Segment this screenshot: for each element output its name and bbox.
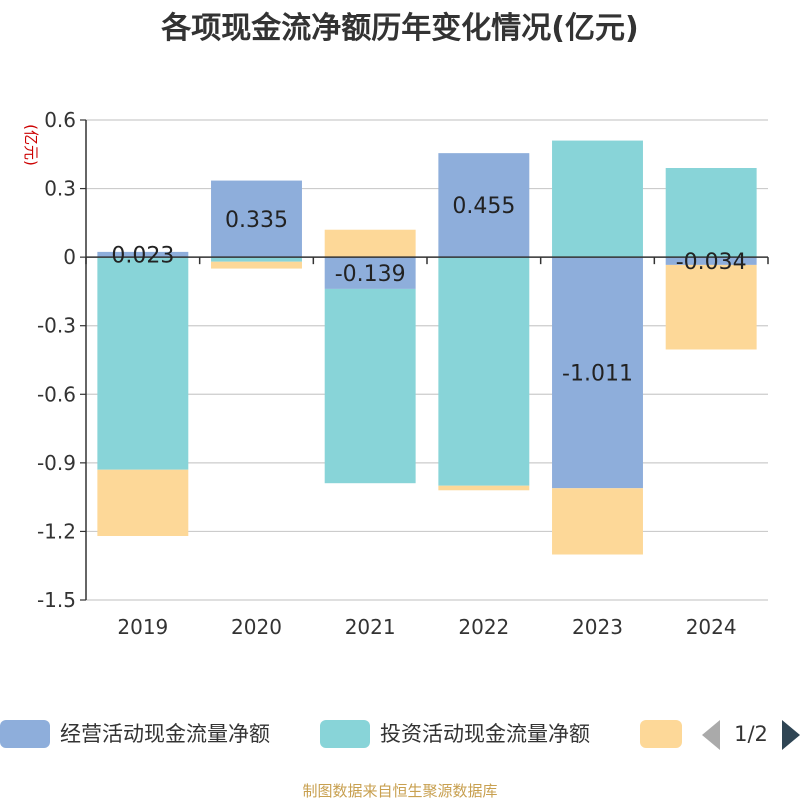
- data-labels: 0.023 0.335 -0.139 0.455 -1.011 -0.034: [111, 194, 746, 387]
- legend-label-0[interactable]: 经营活动现金流量净额: [60, 722, 270, 746]
- legend-swatch-0[interactable]: [0, 720, 50, 748]
- source-note: 制图数据来自恒生聚源数据库: [302, 782, 497, 800]
- bar-2020-series-0: [211, 180, 302, 258]
- bar-2021-series-2: [324, 229, 416, 258]
- legend-swatch-2[interactable]: [640, 720, 682, 748]
- bar-2019-series-1: [97, 257, 189, 470]
- data-label-2021: -0.139: [335, 262, 406, 287]
- y-tick-label: -1.5: [37, 588, 76, 612]
- legend-next-page-icon[interactable]: [782, 720, 800, 750]
- x-tick-label-2023: 2023: [572, 615, 623, 639]
- bar-2021-series-0: [324, 257, 416, 289]
- y-tick-label: -0.3: [37, 314, 76, 338]
- bar-2024-series-2: [665, 264, 757, 350]
- bar-2022-series-2: [438, 485, 530, 491]
- data-label-2019: 0.023: [111, 244, 174, 269]
- y-tick-label: 0.6: [44, 108, 76, 132]
- x-tick-label-2022: 2022: [458, 615, 509, 639]
- y-tick-label: 0.3: [44, 177, 76, 201]
- bar-2019-series-2: [97, 469, 189, 536]
- bar-2024-series-1: [665, 168, 757, 258]
- bar-series: [97, 140, 757, 555]
- data-label-2023: -1.011: [562, 362, 633, 387]
- x-tick-label-2019: 2019: [117, 615, 168, 639]
- y-axis-unit-label: (亿元): [22, 124, 40, 166]
- y-axis-ticks: 0.6 0.3 0 -0.3 -0.6 -0.9 -1.2 -1.5: [37, 108, 86, 612]
- data-label-2022: 0.455: [452, 194, 515, 219]
- chart-title: 各项现金流净额历年变化情况(亿元): [160, 11, 638, 46]
- bar-2020-series-2: [211, 261, 302, 269]
- x-tick-label-2024: 2024: [686, 615, 737, 639]
- bar-2022-series-0: [438, 153, 530, 258]
- bar-2023-series-1: [552, 140, 643, 258]
- legend-label-1[interactable]: 投资活动现金流量净额: [380, 722, 590, 746]
- legend: 经营活动现金流量净额 投资活动现金流量净额 1/2: [0, 720, 800, 750]
- bar-2023-series-0: [552, 257, 643, 489]
- bar-2022-series-1: [438, 257, 530, 486]
- x-tick-label-2021: 2021: [345, 615, 396, 639]
- bar-2024-series-0: [665, 257, 757, 265]
- x-tick-label-2020: 2020: [231, 615, 282, 639]
- y-tick-label: -0.9: [37, 451, 76, 475]
- legend-prev-page-icon[interactable]: [702, 720, 720, 750]
- y-tick-label: -0.6: [37, 382, 76, 406]
- legend-swatch-1[interactable]: [320, 720, 370, 748]
- axes: [85, 120, 769, 600]
- y-tick-label: -1.2: [37, 519, 76, 543]
- bar-2021-series-1: [324, 288, 416, 484]
- data-label-2020: 0.335: [225, 208, 288, 233]
- bar-2023-series-2: [552, 488, 643, 555]
- legend-page-indicator: 1/2: [734, 722, 768, 746]
- bar-2020-series-1: [211, 257, 302, 262]
- x-axis-labels: 2019 2020 2021 2022 2023 2024: [117, 615, 736, 639]
- y-tick-label: 0: [63, 245, 76, 269]
- bar-2019-series-0: [97, 251, 189, 258]
- data-label-2024: -0.034: [676, 250, 747, 275]
